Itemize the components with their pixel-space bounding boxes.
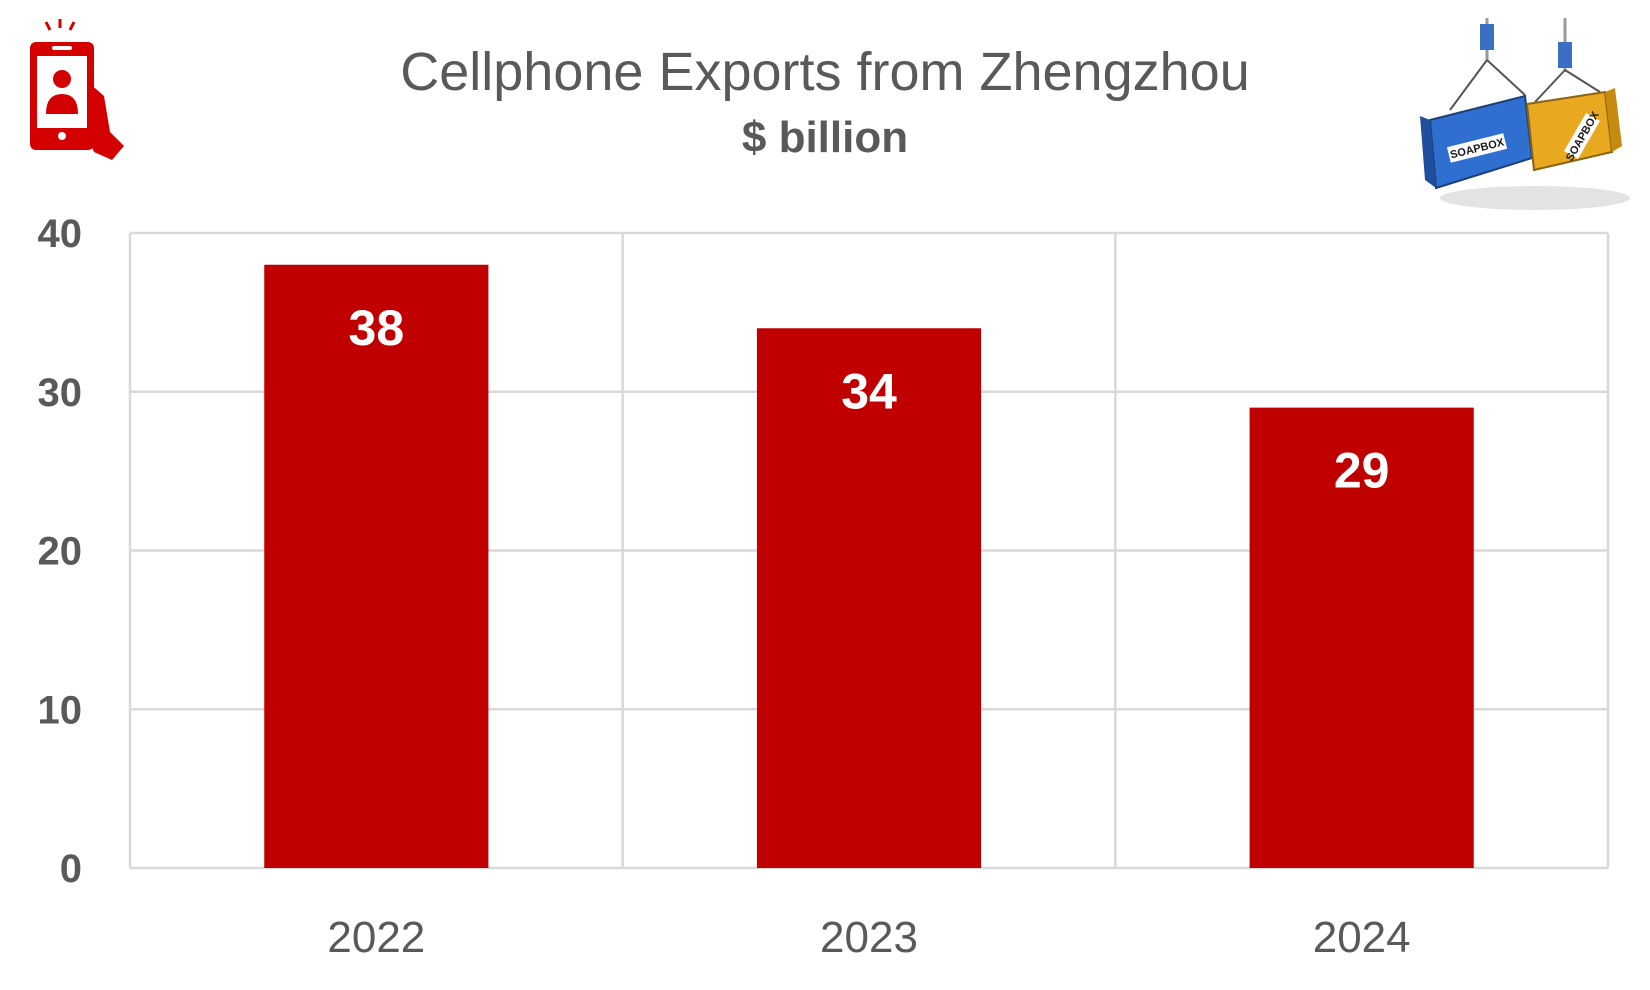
bar-2023 bbox=[756, 328, 982, 868]
bar-2024 bbox=[1249, 407, 1474, 868]
shipping-containers-logo: SOAPBOX SOAPBOX bbox=[1420, 18, 1630, 210]
chart-title: Cellphone Exports from Zhengzhou bbox=[400, 42, 1249, 102]
y-tick-label: 30 bbox=[38, 371, 83, 415]
cellphone-user-icon bbox=[30, 19, 124, 160]
bars bbox=[264, 264, 1474, 868]
data-label-2023: 34 bbox=[841, 363, 897, 419]
y-tick-label: 40 bbox=[38, 212, 83, 256]
x-tick-label-2023: 2023 bbox=[820, 913, 918, 962]
bar-2022 bbox=[264, 264, 489, 868]
x-axis-ticks: 2022 2023 2024 bbox=[327, 913, 1410, 962]
data-label-2022: 38 bbox=[349, 300, 405, 356]
x-tick-label-2022: 2022 bbox=[327, 913, 425, 962]
y-tick-label: 10 bbox=[38, 688, 83, 732]
y-tick-label: 0 bbox=[60, 847, 82, 891]
y-tick-label: 20 bbox=[38, 530, 83, 574]
plot-area: 38 34 29 0 10 20 30 40 2022 2023 2024 bbox=[38, 212, 1610, 962]
x-tick-label-2024: 2024 bbox=[1313, 913, 1411, 962]
y-axis-ticks: 0 10 20 30 40 bbox=[38, 212, 83, 891]
data-labels: 38 34 29 bbox=[349, 300, 1390, 499]
chart-subtitle: $ billion bbox=[742, 113, 908, 162]
data-label-2024: 29 bbox=[1334, 443, 1390, 499]
